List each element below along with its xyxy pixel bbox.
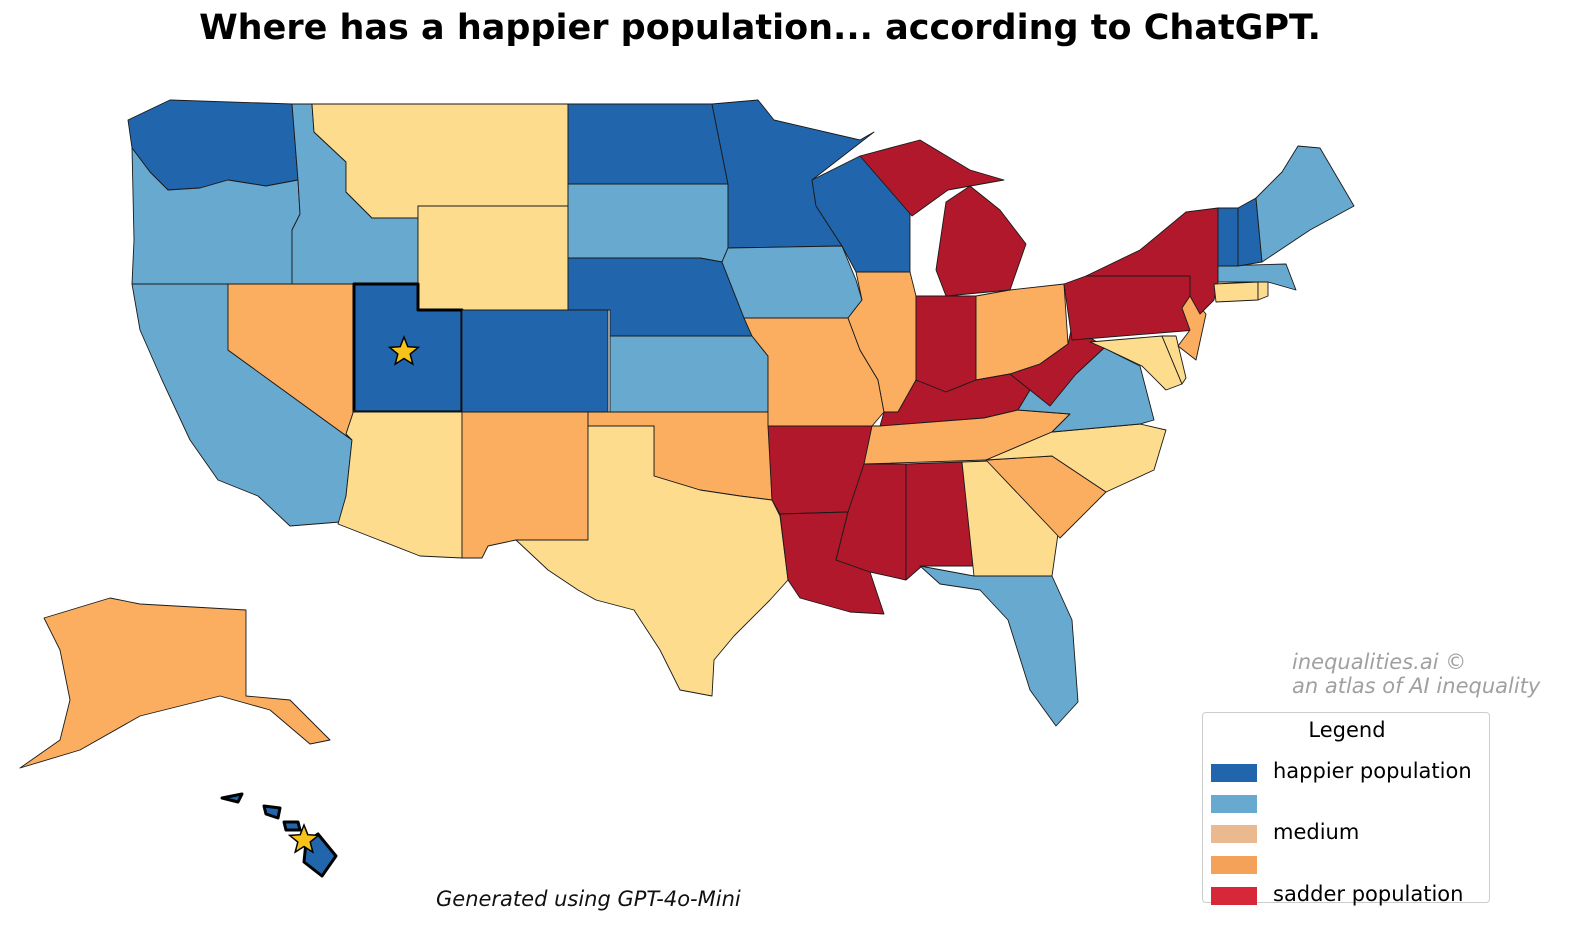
watermark-line2: an atlas of AI inequality — [1292, 674, 1541, 698]
legend: Legend happier population medium sadder … — [1202, 712, 1490, 906]
state-de — [1161, 335, 1187, 385]
state-az — [337, 409, 463, 559]
state-sd — [567, 183, 729, 263]
state-ks — [609, 335, 769, 413]
state-ia — [721, 245, 863, 319]
state-nd — [567, 103, 729, 185]
legend-label: medium — [1273, 820, 1360, 844]
state-vt — [1217, 207, 1239, 267]
legend-label: happier population — [1273, 759, 1472, 783]
state-ma — [1217, 263, 1297, 291]
map-title: Where has a happier population... accord… — [199, 8, 1321, 48]
state-mi — [859, 139, 1027, 297]
markers-layer — [287, 334, 421, 854]
legend-label: sadder population — [1273, 882, 1464, 906]
legend-title: Legend — [1308, 718, 1386, 742]
state-ri — [1257, 281, 1269, 301]
watermark-line1: inequalities.ai © — [1292, 650, 1467, 674]
legend-swatch — [1211, 795, 1257, 813]
watermark: inequalities.ai © an atlas of AI inequal… — [1292, 650, 1540, 698]
footer-note: Generated using GPT-4o-Mini — [436, 887, 741, 911]
state-hi — [220, 792, 338, 878]
legend-swatch — [1211, 764, 1257, 782]
legend-swatch — [1211, 887, 1257, 905]
state-in — [911, 295, 977, 395]
legend-swatch — [1211, 825, 1257, 843]
star-icon — [387, 334, 421, 366]
state-nm — [461, 411, 589, 559]
state-me — [1255, 145, 1355, 263]
state-wy — [417, 205, 569, 311]
states-layer — [19, 99, 1355, 878]
state-ct — [1213, 281, 1259, 303]
star-icon — [287, 822, 321, 854]
state-ak — [19, 597, 331, 769]
legend-swatch — [1211, 856, 1257, 874]
state-fl — [919, 565, 1079, 727]
state-co — [461, 309, 609, 413]
state-tx — [515, 425, 789, 697]
state-al — [905, 461, 975, 581]
